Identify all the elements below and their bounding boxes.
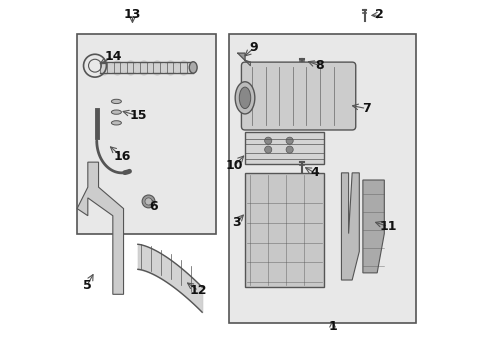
Text: 16: 16 [113,150,130,163]
Bar [245,173,323,287]
Polygon shape [363,180,384,273]
Circle shape [265,137,272,144]
Text: 10: 10 [225,159,243,172]
Bar [245,132,323,164]
Ellipse shape [239,87,251,109]
Text: 15: 15 [129,109,147,122]
FancyBboxPatch shape [242,62,356,130]
Ellipse shape [111,99,122,104]
Polygon shape [77,162,123,294]
Ellipse shape [111,110,122,114]
Text: 6: 6 [149,200,158,213]
Circle shape [286,146,293,153]
Text: 3: 3 [232,216,241,229]
Text: 12: 12 [190,284,207,297]
Text: 9: 9 [249,41,258,54]
Text: 11: 11 [379,220,396,233]
Text: 14: 14 [104,50,122,63]
Text: 2: 2 [374,9,383,22]
Circle shape [286,137,293,144]
Ellipse shape [235,82,255,114]
Polygon shape [342,173,359,280]
Circle shape [265,146,272,153]
Bar [77,33,217,234]
Ellipse shape [189,62,197,73]
Circle shape [142,195,155,208]
Ellipse shape [111,121,122,125]
Circle shape [145,198,152,205]
Text: 8: 8 [316,59,324,72]
Bar [229,33,416,323]
Text: 7: 7 [362,102,371,115]
Text: 4: 4 [310,166,319,179]
Text: 5: 5 [83,279,92,292]
Text: 13: 13 [124,9,141,22]
Text: 1: 1 [328,320,337,333]
Polygon shape [238,53,250,66]
